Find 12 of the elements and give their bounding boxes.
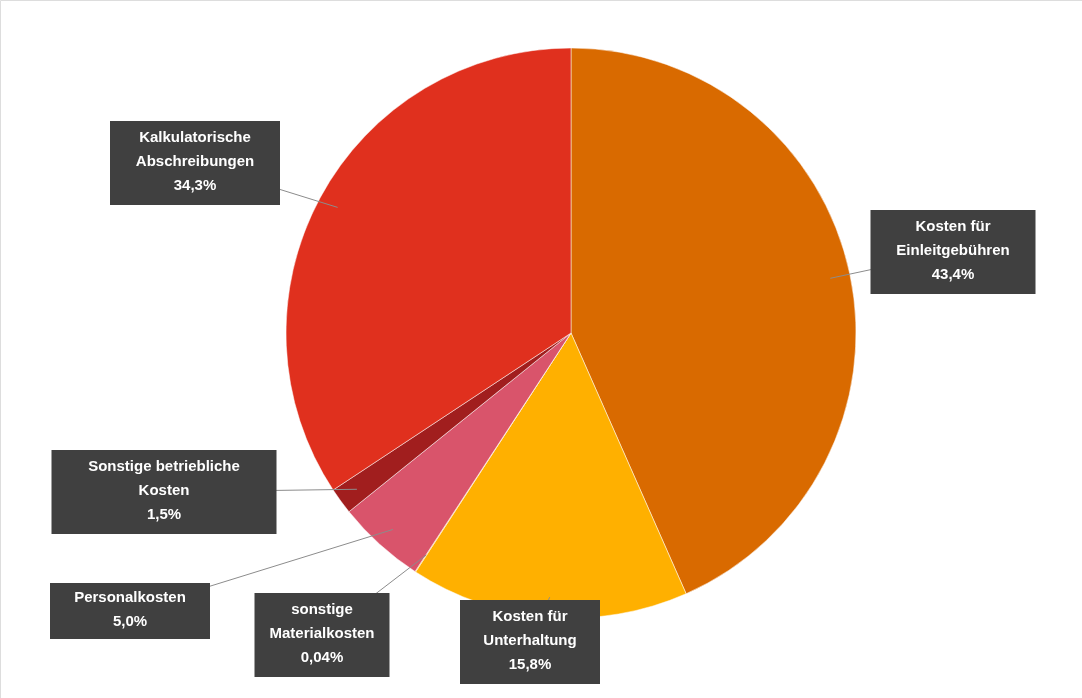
data-label: 15,8% [508,655,552,672]
slice-label: Sonstige betriebliche Kosten [88,457,240,498]
data-label: 5,0% [112,612,148,629]
slice-label: Kosten für Unterhaltung [483,607,577,648]
slice-label: sonstige Materialkosten [269,600,375,641]
data-label: 0,04% [300,648,344,665]
slice-label: Personalkosten [74,588,186,605]
data-label: 1,5% [146,505,182,522]
slice-label: Kosten für Einleitgebühren [896,217,1010,258]
data-label: 43,4% [931,265,975,282]
slice-label: Kalkulatorische Abschreibungen [135,128,255,169]
data-label: 34,3% [173,176,217,193]
